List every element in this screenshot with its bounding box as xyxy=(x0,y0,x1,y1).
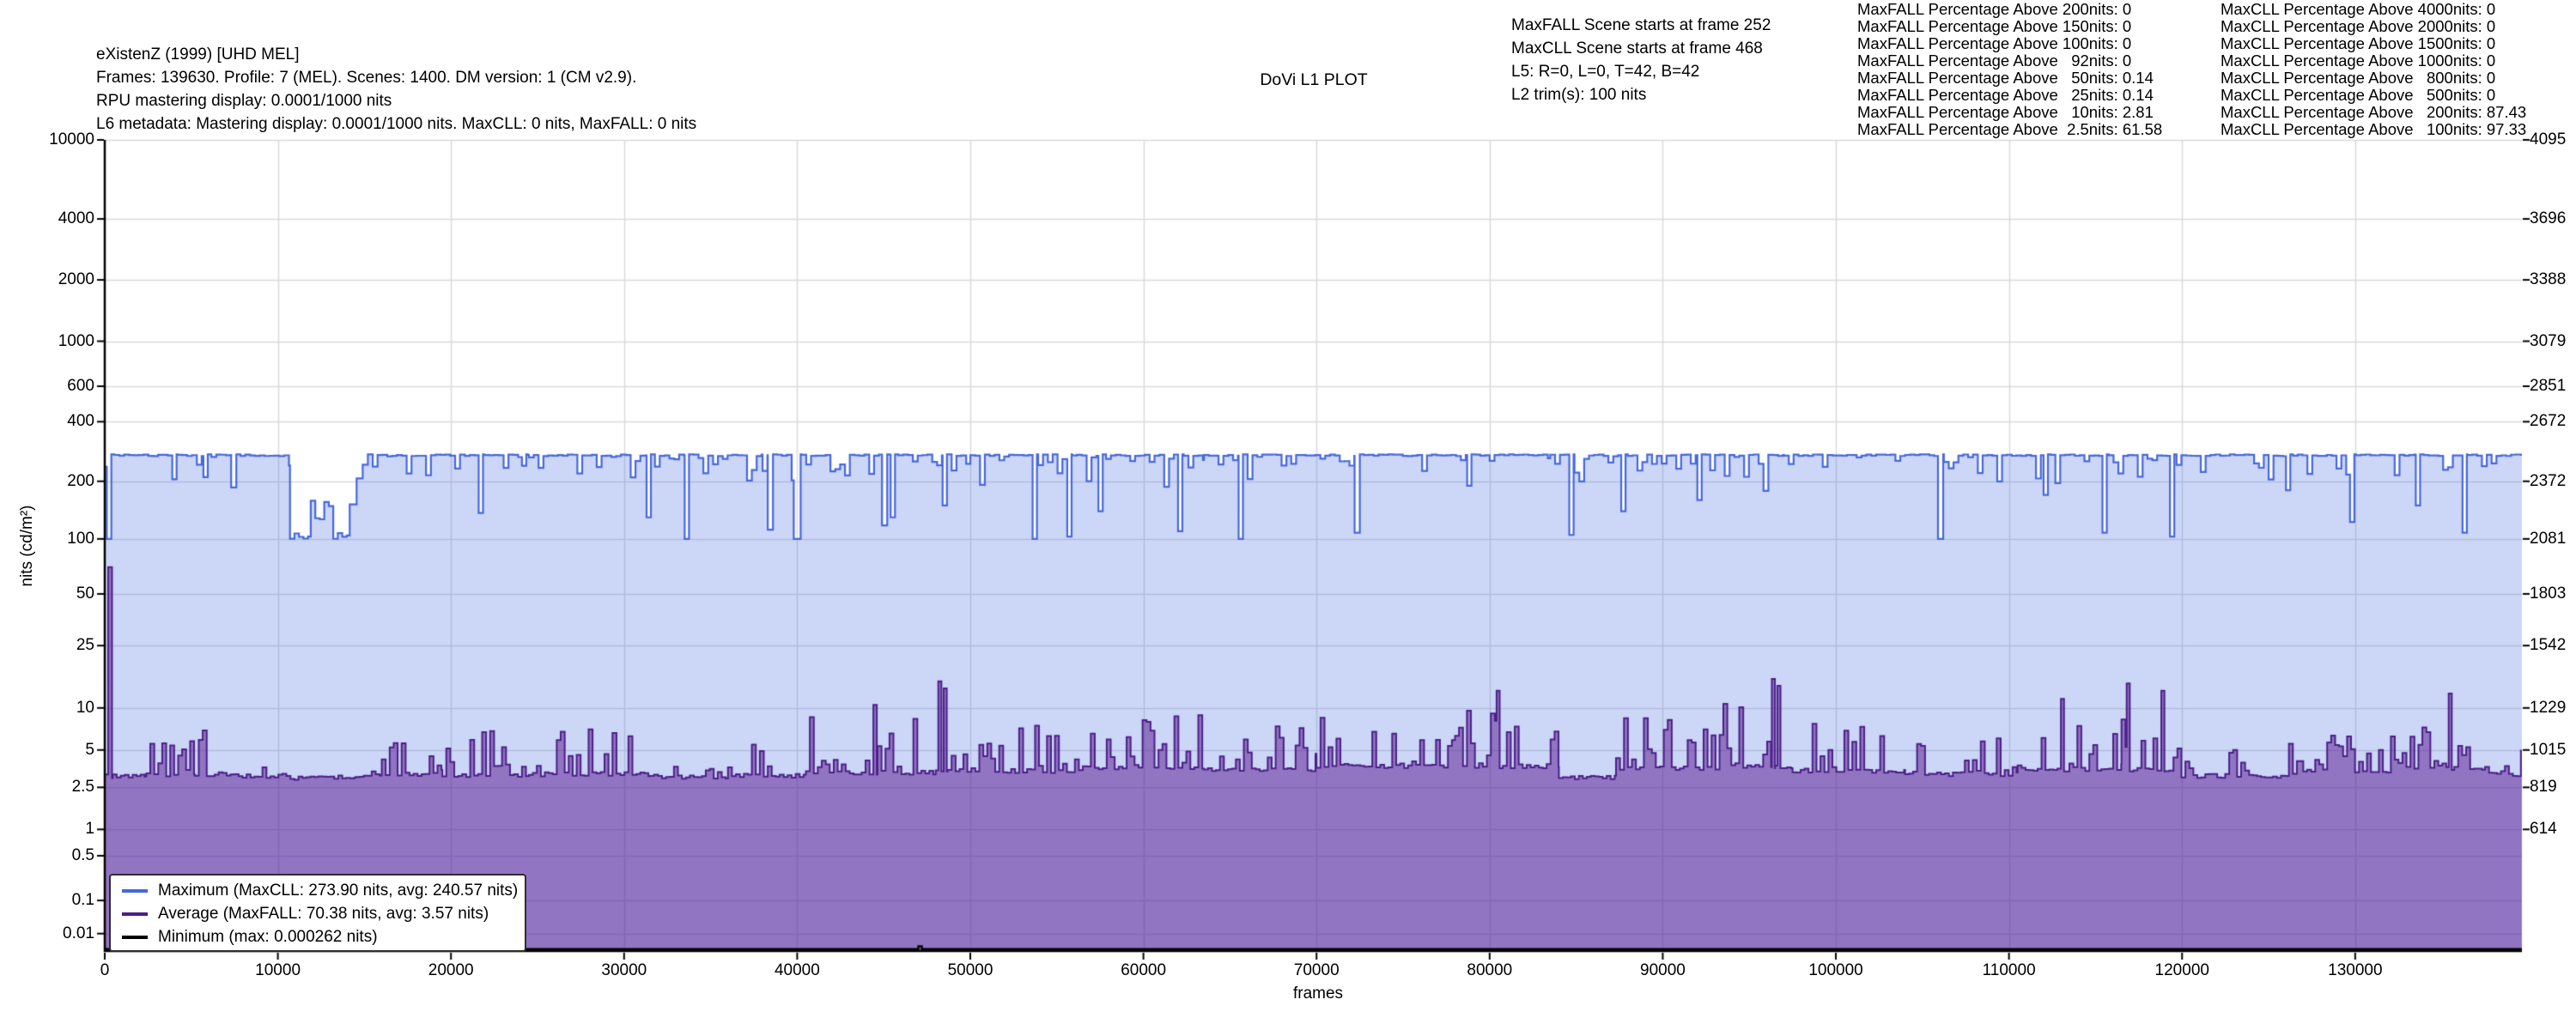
pq-tick-label: 1803 xyxy=(2530,584,2567,603)
scene-info-line: MaxFALL Scene starts at frame 252 xyxy=(1511,16,1771,34)
y-tick-label: 0.01 xyxy=(63,924,94,942)
y-tick-label: 200 xyxy=(67,471,94,490)
pq-tick-label: 3388 xyxy=(2530,270,2567,289)
x-tick-label: 130000 xyxy=(2328,961,2383,979)
scene-info-line: MaxCLL Scene starts at frame 468 xyxy=(1511,39,1763,58)
maxfall-percentage-line: MaxFALL Percentage Above 200nits: 0 xyxy=(1857,0,2132,18)
y-tick-label: 0.5 xyxy=(71,846,94,864)
maxfall-percentage-line: MaxFALL Percentage Above 10nits: 2.81 xyxy=(1857,103,2154,121)
legend-item: Maximum (MaxCLL: 273.90 nits, avg: 240.5… xyxy=(122,879,525,902)
y-tick-label: 10000 xyxy=(49,130,94,148)
legend-line-swatch xyxy=(122,935,148,939)
maxfall-percentage-line: MaxFALL Percentage Above 100nits: 0 xyxy=(1857,34,2132,52)
maxfall-percentage-line: MaxFALL Percentage Above 150nits: 0 xyxy=(1857,17,2132,35)
y-tick-label: 100 xyxy=(67,529,94,548)
legend-line-swatch xyxy=(122,888,148,893)
legend-item-label: Maximum (MaxCLL: 273.90 nits, avg: 240.5… xyxy=(158,881,519,900)
maxfall-percentage-line: MaxFALL Percentage Above 50nits: 0.14 xyxy=(1857,69,2154,87)
file-info-line: L6 metadata: Mastering display: 0.0001/1… xyxy=(96,115,697,133)
y-tick-label: 25 xyxy=(76,636,94,655)
legend-item: Average (MaxFALL: 70.38 nits, avg: 3.57 … xyxy=(122,902,525,925)
legend-item-label: Average (MaxFALL: 70.38 nits, avg: 3.57 … xyxy=(158,904,489,923)
file-info-line: RPU mastering display: 0.0001/1000 nits xyxy=(96,92,392,110)
y-tick-label: 5 xyxy=(85,740,94,759)
pq-tick-label: 2672 xyxy=(2530,412,2567,431)
scene-info-line: L2 trim(s): 100 nits xyxy=(1511,86,1647,104)
maxcll-percentage-line: MaxCLL Percentage Above 100nits: 97.33 xyxy=(2221,120,2527,138)
maxfall-percentage-line: MaxFALL Percentage Above 25nits: 0.14 xyxy=(1857,86,2154,104)
plot-title: DoVi L1 PLOT xyxy=(1260,70,1368,89)
file-info-line: eXistenZ (1999) [UHD MEL] xyxy=(96,45,300,64)
maxcll-percentage-block: MaxCLL Percentage Above 4000nits: 0 MaxCL… xyxy=(2221,1,2526,138)
y-tick-label: 1000 xyxy=(58,331,94,350)
x-tick-label: 70000 xyxy=(1293,961,1340,979)
scene-info-line: L5: R=0, L=0, T=42, B=42 xyxy=(1511,63,1700,81)
maxfall-percentage-line: MaxFALL Percentage Above 92nits: 0 xyxy=(1857,52,2132,70)
y-tick-label: 2.5 xyxy=(71,778,94,797)
x-tick-label: 80000 xyxy=(1467,961,1513,979)
pq-tick-label: 614 xyxy=(2530,820,2557,839)
maxcll-percentage-line: MaxCLL Percentage Above 500nits: 0 xyxy=(2221,86,2496,104)
x-tick-label: 120000 xyxy=(2154,961,2209,979)
file-info-line: Frames: 139630. Profile: 7 (MEL). Scenes… xyxy=(96,69,637,87)
x-tick-label: 60000 xyxy=(1121,961,1167,979)
maxcll-percentage-line: MaxCLL Percentage Above 200nits: 87.43 xyxy=(2221,103,2527,121)
x-tick-label: 90000 xyxy=(1640,961,1686,979)
maxcll-percentage-line: MaxCLL Percentage Above 1000nits: 0 xyxy=(2221,52,2496,70)
maxcll-percentage-line: MaxCLL Percentage Above 800nits: 0 xyxy=(2221,69,2496,87)
x-axis-label: frames xyxy=(1292,985,1344,1003)
y-tick-label: 2000 xyxy=(58,270,94,289)
legend: Maximum (MaxCLL: 273.90 nits, avg: 240.5… xyxy=(109,874,526,952)
y-tick-label: 1 xyxy=(85,820,94,839)
pq-tick-label: 3696 xyxy=(2530,209,2567,228)
pq-tick-label: 2372 xyxy=(2530,471,2567,490)
x-tick-label: 0 xyxy=(100,961,110,979)
pq-tick-label: 3079 xyxy=(2530,331,2567,350)
y-tick-label: 600 xyxy=(67,377,94,395)
file-info-block: eXistenZ (1999) [UHD MEL] Frames: 139630.… xyxy=(96,43,696,136)
y-tick-label: 0.1 xyxy=(71,891,94,910)
legend-item: Minimum (max: 0.000262 nits) xyxy=(122,925,525,948)
maxcll-percentage-line: MaxCLL Percentage Above 2000nits: 0 xyxy=(2221,17,2496,35)
maxfall-percentage-line: MaxFALL Percentage Above 2.5nits: 61.58 xyxy=(1857,120,2163,138)
pq-tick-label: 819 xyxy=(2530,778,2557,797)
maxcll-percentage-line: MaxCLL Percentage Above 1500nits: 0 xyxy=(2221,34,2496,52)
x-tick-label: 40000 xyxy=(774,961,820,979)
x-tick-label: 100000 xyxy=(1808,961,1863,979)
pq-tick-label: 1542 xyxy=(2530,636,2567,655)
x-tick-label: 30000 xyxy=(601,961,647,979)
legend-item-label: Minimum (max: 0.000262 nits) xyxy=(158,927,378,946)
y-tick-label: 10 xyxy=(76,698,94,717)
pq-tick-label: 1015 xyxy=(2530,740,2567,759)
y-tick-label: 50 xyxy=(76,584,94,603)
pq-tick-label: 2081 xyxy=(2530,529,2567,548)
maxcll-percentage-line: MaxCLL Percentage Above 4000nits: 0 xyxy=(2221,0,2496,18)
y-tick-label: 4000 xyxy=(58,209,94,228)
pq-tick-label: 4095 xyxy=(2530,130,2567,148)
pq-tick-label: 2851 xyxy=(2530,377,2567,395)
y-tick-label: 400 xyxy=(67,412,94,431)
pq-tick-label: 1229 xyxy=(2530,698,2567,717)
scene-info-block: MaxFALL Scene starts at frame 252 MaxCLL … xyxy=(1511,14,1771,106)
legend-line-swatch xyxy=(122,912,148,916)
x-tick-label: 50000 xyxy=(947,961,993,979)
x-tick-label: 20000 xyxy=(428,961,474,979)
x-tick-label: 10000 xyxy=(255,961,301,979)
x-tick-label: 110000 xyxy=(1982,961,2036,979)
maxfall-percentage-block: MaxFALL Percentage Above 200nits: 0 MaxFA… xyxy=(1857,1,2162,138)
